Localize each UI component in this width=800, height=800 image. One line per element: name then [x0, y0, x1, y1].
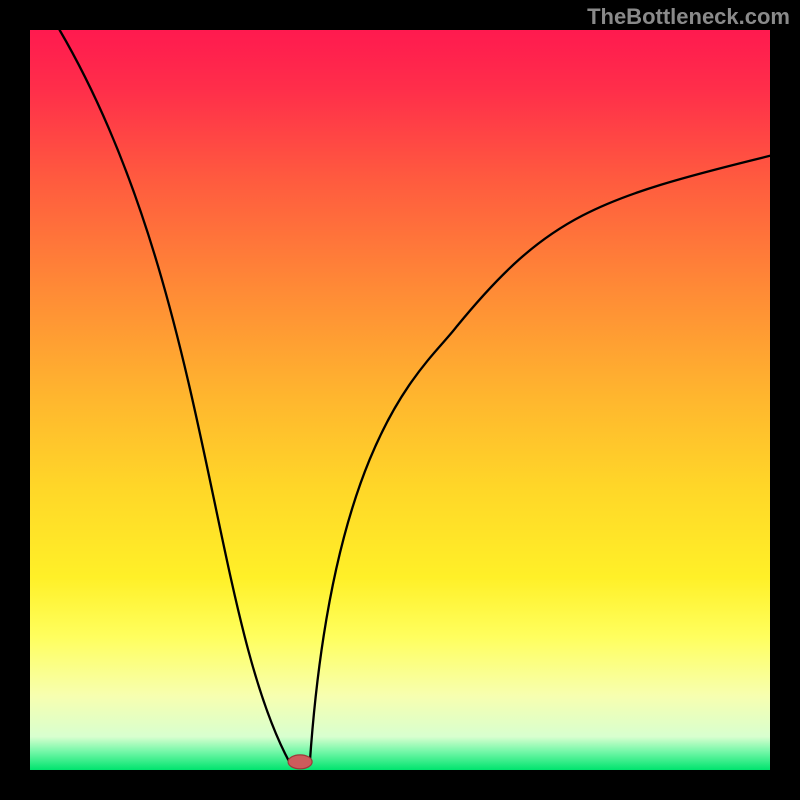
minimum-marker: [288, 755, 312, 769]
bottleneck-curve-chart: [0, 0, 800, 800]
chart-frame: TheBottleneck.com: [0, 0, 800, 800]
watermark-label: TheBottleneck.com: [587, 4, 790, 30]
